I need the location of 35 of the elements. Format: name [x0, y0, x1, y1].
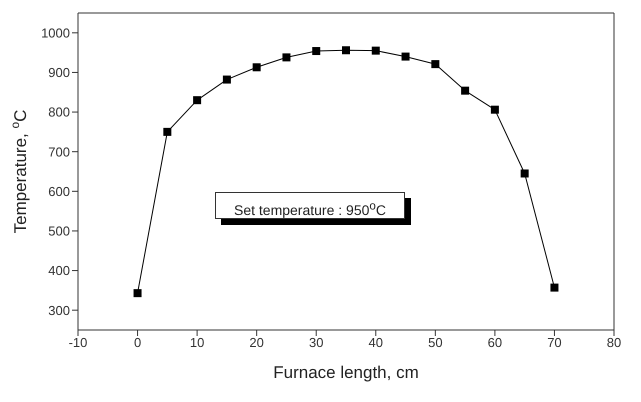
x-axis-title: Furnace length, cm — [273, 363, 419, 382]
x-tick-label: 80 — [606, 335, 622, 350]
y-tick-label: 800 — [48, 104, 70, 120]
point — [222, 76, 231, 84]
x-tick-label: 0 — [134, 335, 142, 350]
point — [520, 169, 529, 178]
point — [163, 128, 172, 136]
point — [193, 96, 202, 104]
point — [312, 47, 320, 56]
y-tick-label: 900 — [48, 65, 70, 80]
y-tick-label: 600 — [48, 184, 70, 199]
point — [550, 284, 558, 292]
point — [490, 106, 499, 114]
x-tick-label: 10 — [190, 335, 204, 350]
point — [431, 60, 440, 68]
y-tick-label: 1000 — [41, 25, 70, 40]
x-tick-label: 50 — [428, 335, 443, 350]
point — [372, 46, 380, 55]
y-tick-label: 500 — [48, 224, 70, 239]
x-tick-label: 20 — [249, 335, 264, 350]
point — [402, 52, 410, 61]
x-tick-label: 40 — [368, 335, 384, 350]
x-tick-label: -10 — [68, 335, 88, 350]
point — [252, 63, 261, 72]
point — [134, 289, 142, 298]
point — [342, 46, 350, 54]
point — [461, 86, 470, 95]
y-tick-label: 400 — [48, 263, 70, 278]
y-tick-label: 700 — [48, 144, 70, 160]
x-tick-label: 30 — [308, 335, 324, 350]
x-tick-label: 70 — [547, 335, 562, 350]
y-tick-label: 300 — [48, 302, 70, 318]
x-tick-label: 60 — [488, 335, 502, 350]
annotation: Set temperature : 950$^{o}$C — [234, 199, 386, 218]
point — [282, 53, 290, 62]
